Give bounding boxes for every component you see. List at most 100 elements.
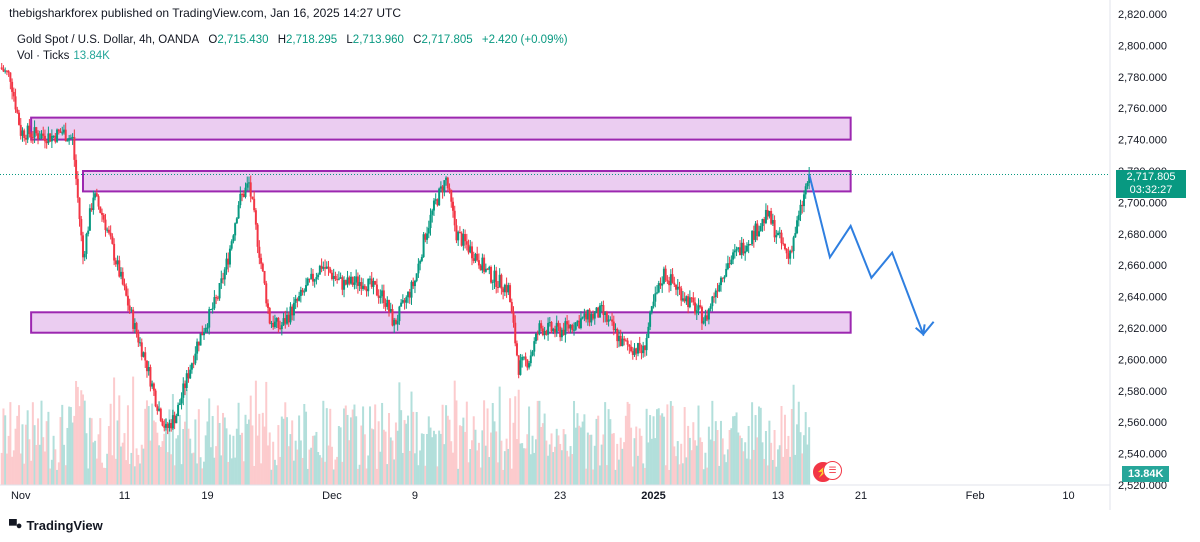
- candle-body: [249, 182, 252, 197]
- volume-bar: [732, 416, 735, 485]
- volume-bar: [400, 410, 403, 485]
- candle-body: [80, 219, 83, 236]
- volume-bar: [550, 433, 553, 485]
- volume-bar: [206, 421, 209, 485]
- candle-body: [4, 70, 7, 72]
- volume-bar: [704, 452, 707, 485]
- volume-bar: [438, 430, 441, 485]
- candle-body: [204, 327, 207, 333]
- volume-bar: [355, 416, 358, 485]
- candle-body: [498, 274, 501, 288]
- volume-bar: [78, 406, 81, 485]
- candle-body: [324, 267, 327, 269]
- candle-body: [213, 297, 216, 309]
- candle-body: [222, 278, 225, 280]
- candle-body: [714, 290, 717, 298]
- us-flag-icon[interactable]: ☰: [823, 461, 842, 480]
- candle-body: [19, 124, 22, 136]
- volume-bar: [725, 462, 728, 485]
- candle-body: [365, 288, 368, 292]
- candle-body: [358, 282, 361, 286]
- volume-bar: [382, 429, 385, 485]
- candle-body: [697, 305, 700, 311]
- volume-bar: [624, 415, 627, 485]
- candle-body: [768, 210, 771, 217]
- volume-label[interactable]: Vol · Ticks: [17, 50, 70, 62]
- candle-body: [132, 309, 135, 329]
- volume-bar: [104, 467, 107, 485]
- candle-body: [355, 276, 358, 283]
- volume-bar: [322, 400, 325, 485]
- candle-body: [476, 253, 479, 261]
- candle-body: [484, 268, 487, 272]
- candle-body: [292, 302, 295, 316]
- volume-bar: [768, 420, 771, 485]
- volume-bar: [279, 456, 282, 485]
- volume-bar: [488, 457, 491, 485]
- candle-body: [325, 266, 328, 269]
- volume-bar: [284, 402, 287, 485]
- volume-bar: [502, 469, 505, 485]
- candle-body: [792, 237, 795, 252]
- volume-bar: [114, 458, 117, 485]
- volume-bar: [194, 419, 197, 485]
- volume-bar: [337, 426, 340, 485]
- volume-bar: [764, 430, 767, 485]
- candle-body: [298, 296, 301, 301]
- x-tick-label: 21: [855, 490, 867, 502]
- volume-bar: [244, 414, 247, 485]
- footer-brand[interactable]: ▀● TradingView: [9, 518, 103, 533]
- volume-bar: [291, 420, 294, 485]
- volume-bar: [83, 400, 86, 485]
- candle-body: [642, 345, 645, 354]
- candle-body: [593, 312, 596, 319]
- volume-bar: [477, 442, 480, 485]
- volume-bar: [272, 441, 275, 485]
- volume-bar: [107, 426, 110, 485]
- candle-body: [547, 322, 550, 335]
- volume-bar: [184, 421, 186, 485]
- candle-body: [567, 324, 570, 329]
- candle-body: [771, 220, 774, 224]
- volume-bar: [607, 409, 610, 485]
- candle-body: [337, 278, 340, 280]
- candle-body: [177, 404, 180, 416]
- volume-bar: [158, 445, 161, 485]
- volume-bar: [628, 403, 631, 485]
- volume-bar: [5, 453, 8, 485]
- symbol-title[interactable]: Gold Spot / U.S. Dollar, 4h, OANDA: [17, 34, 200, 46]
- candle-body: [510, 302, 513, 312]
- volume-bar: [171, 394, 174, 485]
- candle-body: [554, 328, 556, 333]
- volume-bar: [484, 445, 487, 485]
- candle-body: [500, 274, 503, 289]
- candle-body: [253, 198, 256, 211]
- volume-bar: [318, 455, 321, 485]
- volume-row: Vol · Ticks 13.84K: [17, 48, 568, 64]
- volume-bar: [630, 427, 633, 485]
- volume-bar: [446, 415, 449, 485]
- volume-bar: [113, 377, 116, 485]
- candle-body: [460, 233, 463, 246]
- volume-bar: [471, 440, 474, 485]
- candle-body: [464, 234, 467, 242]
- candle-body: [163, 425, 166, 428]
- y-tick-label: 2,640.000: [1118, 292, 1167, 304]
- projection-arrowhead: [915, 324, 926, 337]
- candle-body: [764, 209, 767, 224]
- candle-body: [471, 246, 474, 259]
- x-tick-label: 11: [119, 490, 130, 502]
- volume-bar: [111, 455, 114, 485]
- candle-body: [713, 296, 716, 298]
- volume-bar: [490, 432, 493, 485]
- volume-bar: [759, 407, 762, 485]
- y-tick-label: 2,740.000: [1118, 135, 1167, 147]
- volume-bar: [533, 452, 536, 485]
- y-tick-label: 2,780.000: [1118, 72, 1167, 84]
- volume-bar: [661, 413, 664, 485]
- volume-bar: [203, 461, 206, 485]
- volume-bar: [751, 402, 754, 485]
- candle-body: [401, 300, 404, 303]
- volume-bar: [329, 408, 332, 485]
